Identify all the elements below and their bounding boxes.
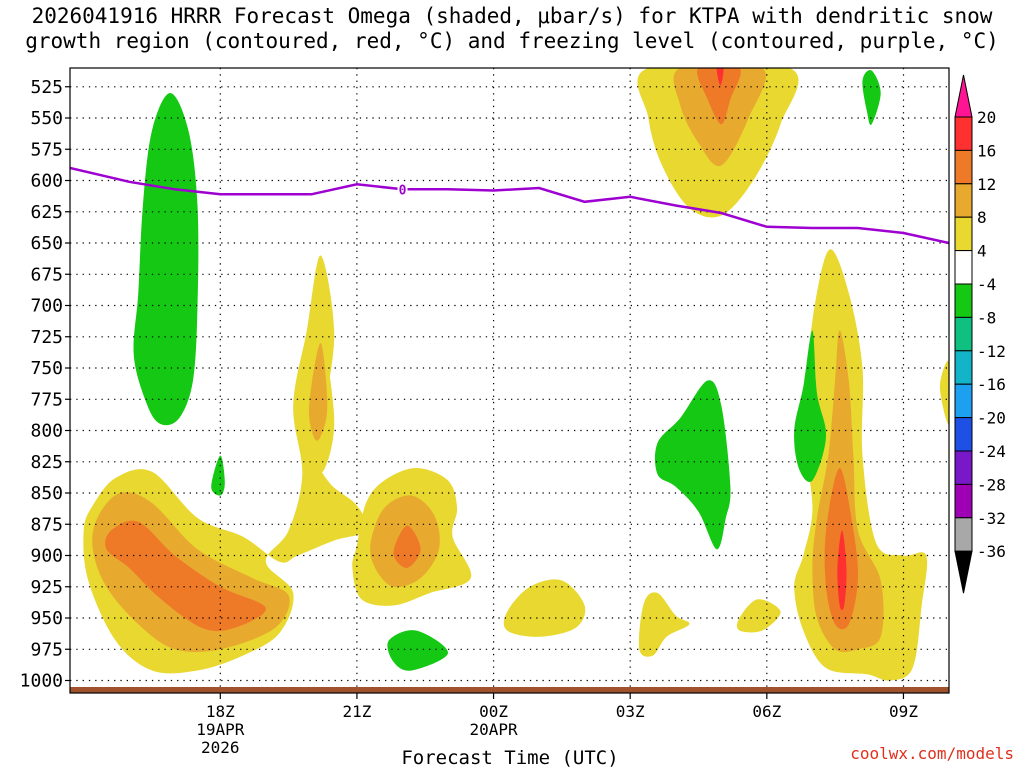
plot-frame xyxy=(69,67,950,694)
colorbar-swatch-12 xyxy=(954,517,973,552)
colorbar-label-1: 16 xyxy=(977,141,996,160)
colorbar-label-12: -32 xyxy=(977,509,1006,528)
colorbar-label-0: 20 xyxy=(977,108,996,127)
colorbar-swatch-5 xyxy=(954,283,973,318)
omega-region-pos12-13 xyxy=(697,68,741,125)
y-tick-label-550: 550 xyxy=(30,108,63,129)
omega-region-pos4-9 xyxy=(638,592,690,657)
colorbar-label-8: -16 xyxy=(977,375,1006,394)
y-tick-label-875: 875 xyxy=(30,514,63,535)
y-tick-label-700: 700 xyxy=(30,296,63,317)
colorbar-label-6: -8 xyxy=(977,308,996,327)
y-tick-label-825: 825 xyxy=(30,452,63,473)
colorbar-swatch-10 xyxy=(954,450,973,485)
ground-terrain-bar xyxy=(70,687,949,693)
x-tick-label-12-0: 06Z xyxy=(752,702,781,721)
x-tick-label-6-1: 20APR xyxy=(470,720,519,739)
colorbar-label-4: 4 xyxy=(977,242,987,261)
y-tick-label-675: 675 xyxy=(30,264,63,285)
omega-region-neg4-20 xyxy=(133,93,199,426)
colorbar-swatch-4 xyxy=(954,250,973,285)
colorbar-swatch-3 xyxy=(954,216,973,252)
colorbar-swatch-8 xyxy=(954,383,973,419)
y-tick-label-725: 725 xyxy=(30,327,63,348)
omega-region-pos4-19 xyxy=(939,360,949,425)
y-tick-label-950: 950 xyxy=(30,608,63,629)
y-tick-label-800: 800 xyxy=(30,421,63,442)
y-tick-label-925: 925 xyxy=(30,577,63,598)
colorbar-swatch-9 xyxy=(954,417,973,452)
y-tick-label-1000: 1000 xyxy=(20,671,63,692)
x-tick-label-0-1: 19APR xyxy=(196,720,245,739)
x-tick-label-0-0: 18Z xyxy=(206,702,235,721)
omega-region-pos4-10 xyxy=(736,599,781,633)
x-tick-label-0-2: 2026 xyxy=(201,738,240,757)
colorbar-swatch-2 xyxy=(954,183,973,218)
y-tick-label-750: 750 xyxy=(30,358,63,379)
freezing-level-label: 0 xyxy=(399,183,407,198)
x-axis-label: Forecast Time (UTC) xyxy=(401,747,618,768)
chart-title: 2026041916 HRRR Forecast Omega (shaded, … xyxy=(0,4,1024,54)
colorbar-swatch-7 xyxy=(954,350,973,385)
colorbar-label-10: -24 xyxy=(977,442,1006,461)
omega-region-pos12-2 xyxy=(105,520,266,632)
colorbar-label-13: -36 xyxy=(977,542,1006,561)
omega-region-pos16-14 xyxy=(716,68,724,86)
chart-title-line-1: 2026041916 HRRR Forecast Omega (shaded, … xyxy=(31,4,993,28)
colorbar-top-arrow xyxy=(954,74,973,118)
freezing-level: 0 xyxy=(70,166,949,245)
freezing-level-line xyxy=(70,166,949,245)
freezing-level-label-bg xyxy=(397,182,408,197)
omega-region-pos12-7 xyxy=(393,525,421,569)
omega-region-neg4-23 xyxy=(654,380,731,550)
x-tick-label-9-0: 03Z xyxy=(616,702,645,721)
colorbar-legend: 20 16 12 8 4 -4 -8 -12 -16 -20 -24 -28 -32 -36 xyxy=(954,74,1006,594)
colorbar-swatch-1 xyxy=(954,149,973,185)
colorbar-label-11: -28 xyxy=(977,475,1006,494)
y-tick-label-575: 575 xyxy=(30,139,63,160)
colorbar-swatch-6 xyxy=(954,316,973,352)
y-tick-label-525: 525 xyxy=(30,77,63,98)
colorbar-label-9: -20 xyxy=(977,409,1006,428)
y-tick-label-650: 650 xyxy=(30,233,63,254)
colorbar-label-2: 12 xyxy=(977,175,996,194)
chart-title-line-2: growth region (contoured, red, °C) and f… xyxy=(25,29,999,53)
x-tick-label-6-0: 00Z xyxy=(479,702,508,721)
colorbar-bottom-arrow xyxy=(954,550,973,594)
omega-region-pos4-8 xyxy=(503,579,586,637)
colorbar-label-7: -12 xyxy=(977,342,1006,361)
colorbar-label-5: -4 xyxy=(977,275,996,294)
y-tick-label-600: 600 xyxy=(30,171,63,192)
y-tick-label-975: 975 xyxy=(30,639,63,660)
y-tick-label-900: 900 xyxy=(30,546,63,567)
source-credit: coolwx.com/models xyxy=(850,744,1014,763)
omega-region-neg4-24 xyxy=(794,330,827,482)
y-tick-label-775: 775 xyxy=(30,389,63,410)
colorbar-swatch-0 xyxy=(954,116,973,151)
omega-region-neg4-25 xyxy=(862,70,881,125)
pressure-axis: 525 550 575 600 625 650 675 700 725 750 775 800 825 8… xyxy=(20,77,70,692)
colorbar-label-3: 8 xyxy=(977,208,987,227)
y-tick-label-850: 850 xyxy=(30,483,63,504)
x-tick-label-3-0: 21Z xyxy=(342,702,371,721)
y-tick-label-625: 625 xyxy=(30,202,63,223)
x-tick-label-15-0: 09Z xyxy=(889,702,918,721)
omega-region-pos16-18 xyxy=(837,530,847,611)
omega-region-neg4-22 xyxy=(387,630,449,671)
omega-shading xyxy=(83,68,949,681)
colorbar-swatch-11 xyxy=(954,483,973,519)
omega-region-neg4-21 xyxy=(211,455,225,496)
